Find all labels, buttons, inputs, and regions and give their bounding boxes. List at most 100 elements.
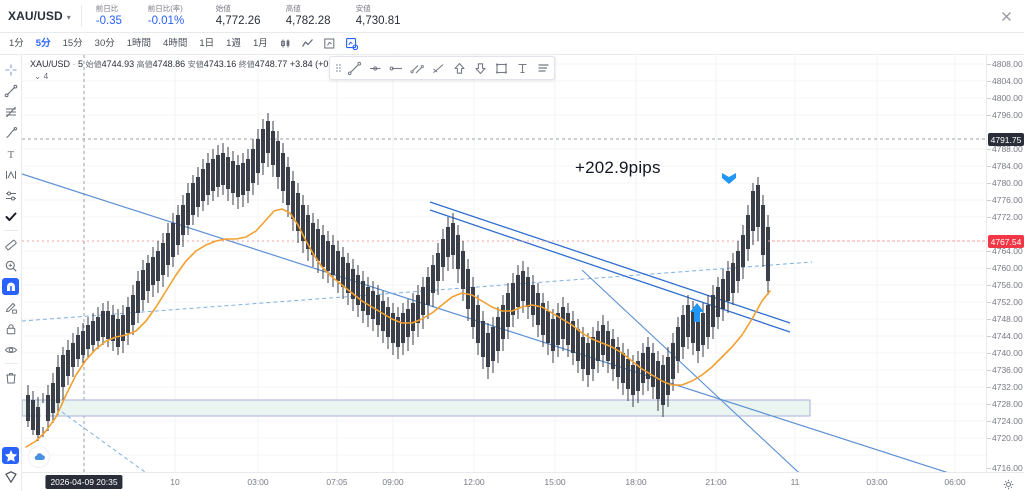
time-scale[interactable]: 2026-04-09 20:35 10 03:00 07:05 09:00 12… [22, 472, 1024, 491]
zoom-icon[interactable] [1, 255, 21, 276]
quote-change-pct: 前日比(率) -0.01% [148, 0, 216, 28]
crosshair-icon[interactable] [1, 59, 21, 80]
brush-line-icon[interactable] [428, 57, 449, 79]
trend-line-icon[interactable] [1, 80, 21, 101]
chart-legend[interactable]: XAU/USD · 5 始値4744.93 高値4748.86 安値4743.1… [30, 58, 352, 71]
quote-strip: 前日比 -0.35 前日比(率) -0.01% 始値 4,772.26 高値 4… [82, 0, 426, 32]
close-icon[interactable] [999, 9, 1014, 24]
legend-low: 4743.16 [203, 59, 237, 69]
chart-canvas [22, 55, 986, 472]
timeframe-1m[interactable]: 1分 [9, 37, 24, 49]
price-tick: 4724.00 [987, 416, 1023, 426]
shield-icon[interactable] [1, 466, 21, 487]
time-tick: 10 [170, 477, 180, 487]
text-icon[interactable]: T [1, 143, 21, 164]
timeframe-5m[interactable]: 5分 [35, 37, 51, 49]
double-line-icon[interactable] [407, 57, 428, 79]
dashed-trendline-mid [22, 261, 813, 322]
price-tick: 4748.00 [987, 314, 1023, 324]
quote-value: 4,772.26 [215, 15, 261, 27]
price-tick: 4716.00 [987, 463, 1023, 473]
price-tick: 4776.00 [987, 195, 1023, 205]
quote-value: 4,730.81 [355, 15, 401, 27]
timeframe-toolbar: 1分 5分 15分 30分 1時間 4時間 1日 1週 1月 [0, 33, 1024, 55]
price-tick: 4784.00 [987, 161, 1023, 171]
price-scale[interactable]: 4808.00 4804.00 4800.00 4796.00 4791.75 … [986, 55, 1024, 473]
forecast-icon[interactable] [1, 185, 21, 206]
candle-type-icon[interactable] [276, 34, 296, 54]
magnet-icon[interactable] [1, 276, 21, 297]
pattern-icon[interactable] [1, 164, 21, 185]
quote-label: 前日比(率) [147, 4, 183, 13]
legend-sub-value: 4 [43, 71, 49, 81]
favorites-icon[interactable] [1, 445, 21, 466]
price-tick: 4732.00 [987, 382, 1023, 392]
lock-icon[interactable] [1, 318, 21, 339]
legend-symbol: XAU/USD [30, 59, 71, 69]
arrow-up-icon[interactable] [449, 57, 470, 79]
hide-drawings-icon[interactable] [1, 339, 21, 360]
chart-pane[interactable]: XAU/USD · 5 始値4744.93 高値4748.86 安値4743.1… [22, 55, 986, 472]
price-tick: 4800.00 [987, 93, 1023, 103]
timeframe-4h[interactable]: 4時間 [163, 37, 188, 49]
lines-settings-icon[interactable] [533, 57, 554, 79]
last-price-badge: 4767.54 [988, 235, 1024, 248]
drawing-tools-sidebar: T [0, 55, 22, 491]
time-tick: 07:05 [326, 477, 348, 487]
time-tick: 09:00 [382, 477, 404, 487]
timeframe-1d[interactable]: 1日 [199, 37, 215, 49]
line-chart-icon[interactable] [298, 34, 318, 54]
brush-icon[interactable] [1, 122, 21, 143]
arrow-marker-icon[interactable] [365, 57, 386, 79]
compare-icon[interactable] [320, 34, 340, 54]
price-tick: 4772.00 [987, 212, 1023, 222]
price-tick: 4720.00 [987, 433, 1023, 443]
trend-line-icon[interactable] [344, 57, 365, 79]
drag-grip-icon[interactable] [332, 58, 344, 78]
timeframe-1w[interactable]: 1週 [226, 37, 241, 49]
time-tick: 06:00 [944, 477, 966, 487]
legend-sub-row[interactable]: ⌄ 4 [34, 71, 48, 82]
quote-value: -0.35 [95, 15, 122, 27]
legend-open-label: 始値 [85, 60, 102, 69]
crosshair-price-badge: 4791.75 [988, 133, 1024, 146]
channel-line-lower [429, 209, 791, 333]
symbol-name: XAU/USD [8, 9, 63, 23]
time-tick: 12:00 [463, 477, 485, 487]
fib-retracement-icon[interactable] [1, 101, 21, 122]
timeframe-15m[interactable]: 15分 [62, 37, 83, 49]
quote-change: 前日比 -0.35 [96, 0, 148, 28]
rectangle-icon[interactable] [491, 57, 512, 79]
time-tick: 03:00 [247, 477, 269, 487]
ray-icon[interactable] [386, 57, 407, 79]
time-tick: 21:00 [705, 477, 727, 487]
symbol-selector[interactable]: XAU/USD ▾ [0, 0, 81, 32]
gear-icon[interactable] [1003, 477, 1014, 490]
arrow-down-icon[interactable] [470, 57, 491, 79]
price-tick: 4728.00 [987, 399, 1023, 409]
indicator-settings-icon[interactable] [342, 34, 362, 54]
price-tick: 4756.00 [987, 280, 1023, 290]
timeframe-1h[interactable]: 1時間 [126, 37, 152, 49]
quote-high: 高値 4,782.28 [286, 0, 356, 28]
toolbar-divider [3, 230, 18, 231]
legend-low-label: 安値 [187, 60, 204, 69]
price-tick: 4744.00 [987, 331, 1023, 341]
header-divider [80, 5, 82, 27]
quote-label: 高値 [285, 4, 301, 13]
price-tick: 4764.00 [987, 246, 1023, 256]
time-tick: 15:00 [544, 477, 566, 487]
price-tick: 4780.00 [987, 178, 1023, 188]
timeframe-1mo[interactable]: 1月 [252, 37, 268, 49]
cloud-sync-icon[interactable] [28, 446, 50, 468]
pips-annotation[interactable]: +202.9pips [575, 158, 661, 177]
checkmark-icon[interactable] [1, 206, 21, 227]
measure-icon[interactable] [1, 234, 21, 255]
text-icon[interactable] [512, 57, 533, 79]
price-tick: 4788.00 [987, 144, 1023, 154]
timeframe-30m[interactable]: 30分 [94, 37, 115, 49]
floating-drawing-toolbar[interactable] [329, 56, 555, 80]
pencil-lock-icon[interactable] [1, 297, 21, 318]
trash-icon[interactable] [1, 367, 21, 388]
